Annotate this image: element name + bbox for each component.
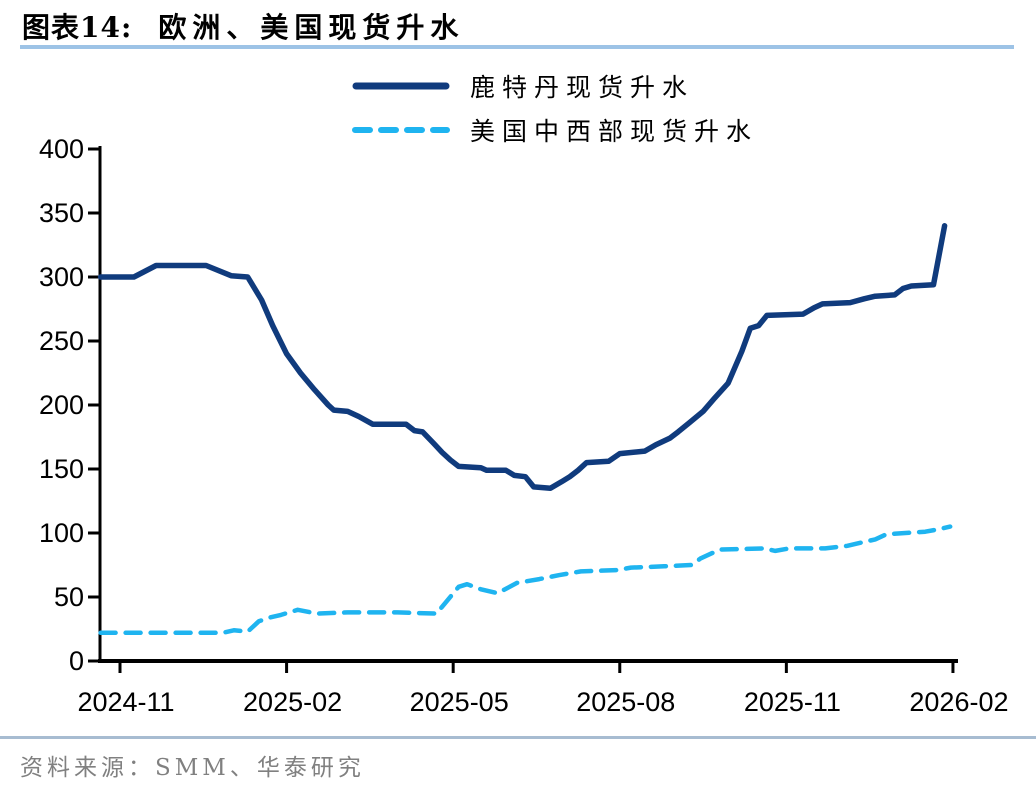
y-tick-label: 250	[39, 326, 84, 356]
legend-item-us-midwest: 美国中西部现货升水	[352, 112, 758, 148]
y-tick-label: 300	[39, 262, 84, 292]
plot-series	[97, 223, 953, 636]
figure-title-text: 欧洲、美国现货升水	[158, 11, 465, 44]
y-tick-label: 150	[39, 454, 84, 484]
x-tick-label: 2025-02	[243, 687, 342, 717]
x-tick-label: 2024-11	[77, 687, 174, 717]
x-tick-label: 2026-02	[909, 687, 1008, 717]
series-line-0	[97, 223, 948, 491]
title-underline	[20, 45, 1014, 49]
y-axis-ticks: 0 50 100 150 200 250 300 350 400	[39, 134, 100, 676]
series-line-1	[98, 524, 953, 636]
axes	[98, 146, 958, 663]
y-tick-label: 100	[39, 518, 84, 548]
source-note: 资料来源：SMM、华泰研究	[20, 755, 365, 781]
y-tick-label: 400	[39, 134, 84, 164]
y-tick-label: 200	[39, 390, 84, 420]
dashed-line-swatch	[352, 127, 450, 133]
figure-number: 图表14:	[22, 11, 133, 44]
x-tick-label: 2025-05	[410, 687, 509, 717]
legend-item-rotterdam: 鹿特丹现货升水	[352, 68, 758, 104]
x-tick-label: 2025-08	[576, 687, 675, 717]
legend-label: 鹿特丹现货升水	[470, 73, 695, 102]
footer-divider	[0, 736, 1036, 739]
y-tick-label: 350	[39, 198, 84, 228]
x-tick-label: 2025-11	[744, 687, 841, 717]
y-tick-label: 50	[54, 582, 84, 612]
chart-legend: 鹿特丹现货升水 美国中西部现货升水	[352, 68, 758, 148]
figure-title: 图表14: 欧洲、美国现货升水	[22, 6, 464, 46]
legend-label: 美国中西部现货升水	[470, 117, 759, 146]
x-axis-ticks: 2024-11 2025-02 2025-05 2025-08 2025-11 2026-…	[77, 661, 1008, 717]
y-tick-label: 0	[69, 646, 84, 676]
solid-line-swatch	[352, 82, 450, 90]
